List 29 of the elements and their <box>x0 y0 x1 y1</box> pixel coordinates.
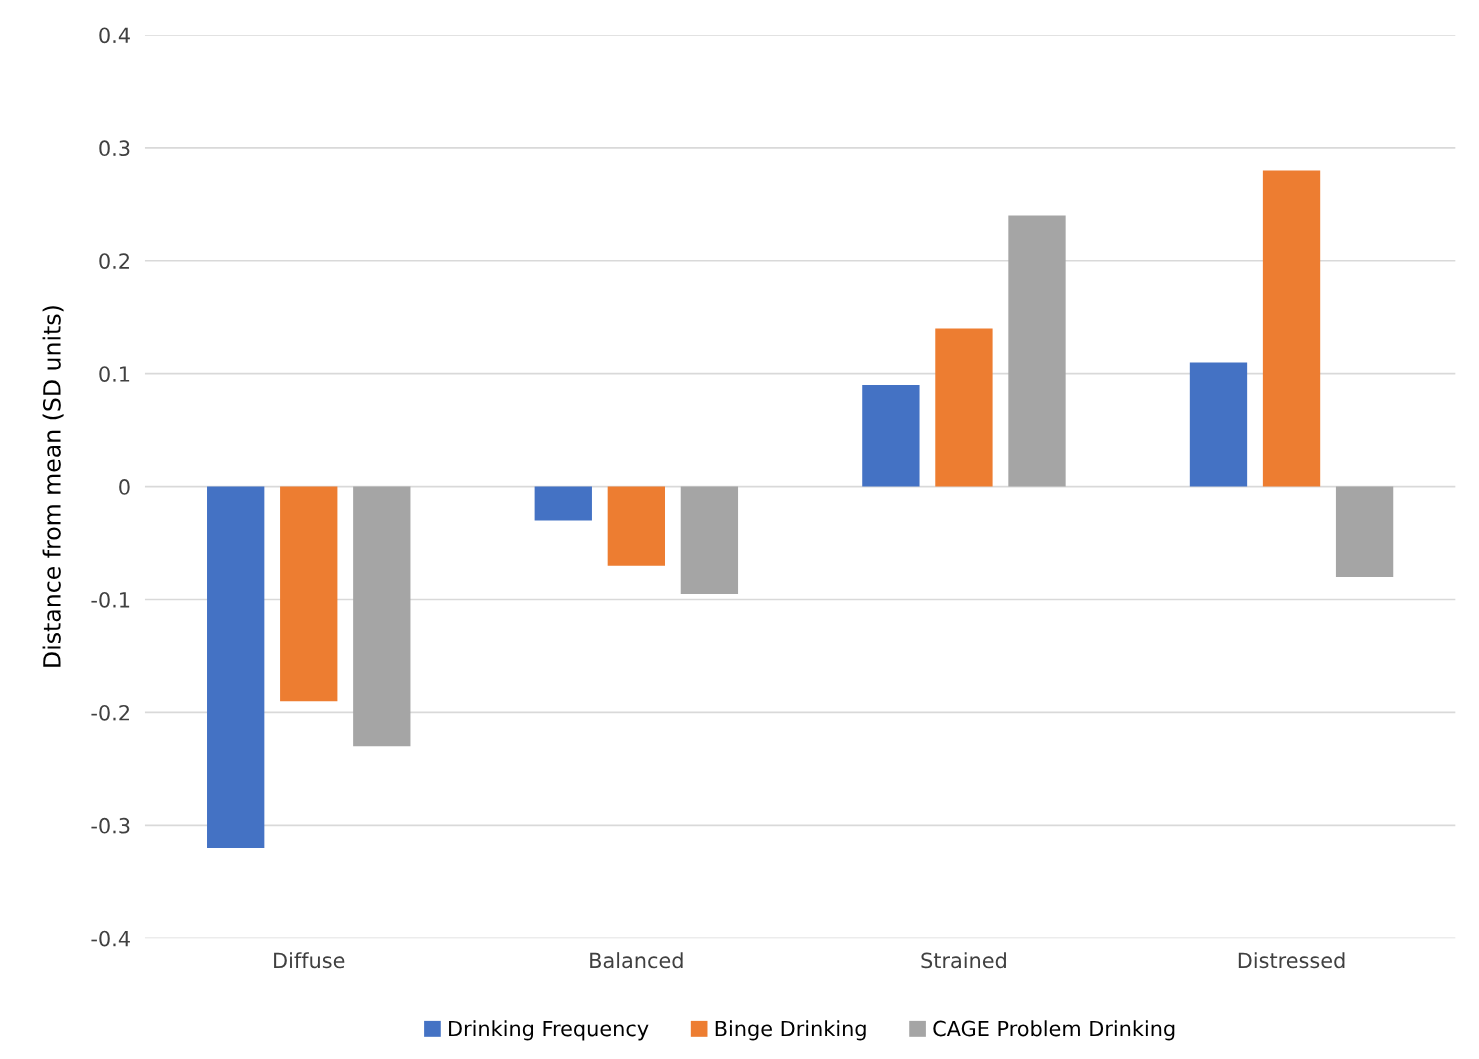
legend-label: Drinking Frequency <box>449 1020 649 1041</box>
legend-label: Binge Drinking <box>715 1020 866 1041</box>
bar <box>935 328 993 487</box>
bar <box>862 384 920 487</box>
bar <box>353 486 411 747</box>
bar <box>534 486 592 521</box>
y-axis-title: Distance from mean (SD units) <box>42 306 64 667</box>
y-tick-label: 0.1 <box>99 366 130 382</box>
x-tick-label: Diffuse <box>274 952 345 969</box>
legend-label: CAGE Problem Drinking <box>933 1020 1175 1041</box>
y-tick-label: -0.1 <box>91 591 130 608</box>
y-tick-label: 0 <box>119 479 130 495</box>
y-tick-label: -0.4 <box>91 930 130 947</box>
x-tick-label: Distressed <box>1238 952 1345 969</box>
y-tick-label: -0.2 <box>91 704 129 721</box>
x-tick-label: Balanced <box>590 952 683 969</box>
y-tick-label: -0.3 <box>91 817 130 834</box>
y-tick-label: 0.4 <box>99 27 130 44</box>
bar <box>280 486 338 702</box>
bar <box>607 486 665 566</box>
bar <box>1262 170 1321 487</box>
bar <box>1189 362 1248 487</box>
y-tick-label: 0.2 <box>99 253 129 269</box>
bar <box>1008 215 1066 487</box>
y-tick-label: 0.3 <box>99 140 130 157</box>
bar <box>1335 486 1394 577</box>
bar <box>680 486 739 594</box>
bar <box>207 486 265 848</box>
x-tick-label: Strained <box>921 952 1006 969</box>
